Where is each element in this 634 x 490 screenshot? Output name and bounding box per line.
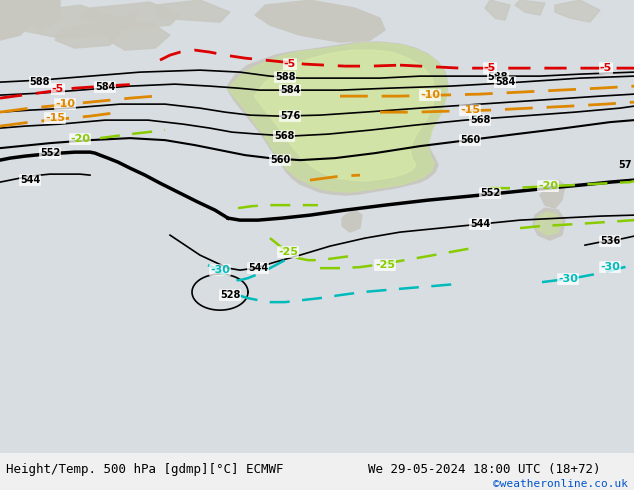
Text: Height/Temp. 500 hPa [gdmp][°C] ECMWF: Height/Temp. 500 hPa [gdmp][°C] ECMWF: [6, 463, 284, 476]
Text: -20: -20: [70, 134, 90, 144]
Text: -25: -25: [375, 260, 395, 270]
Polygon shape: [228, 42, 448, 195]
Text: -10: -10: [55, 99, 75, 109]
Text: -10: -10: [420, 90, 440, 100]
Text: 584: 584: [280, 85, 300, 95]
Text: -5: -5: [484, 63, 496, 73]
Text: -25: -25: [278, 247, 298, 257]
Text: We 29-05-2024 18:00 UTC (18+72): We 29-05-2024 18:00 UTC (18+72): [368, 463, 600, 476]
Text: 584: 584: [95, 82, 115, 92]
Polygon shape: [515, 0, 545, 15]
Polygon shape: [108, 22, 170, 50]
Text: 544: 544: [470, 219, 490, 229]
Text: 588: 588: [488, 72, 508, 82]
Text: -20: -20: [538, 181, 558, 191]
Polygon shape: [155, 0, 230, 22]
Polygon shape: [342, 210, 362, 232]
Text: -30: -30: [210, 265, 230, 275]
Polygon shape: [0, 0, 60, 40]
Text: 528: 528: [220, 290, 240, 300]
Polygon shape: [0, 5, 140, 38]
Polygon shape: [228, 43, 447, 192]
Text: 57: 57: [618, 160, 631, 170]
Text: 544: 544: [20, 175, 40, 185]
Polygon shape: [540, 180, 565, 208]
Text: -30: -30: [600, 262, 620, 272]
Text: 544: 544: [248, 263, 268, 273]
Polygon shape: [485, 0, 510, 20]
Text: -5: -5: [600, 63, 612, 73]
Text: -15: -15: [45, 113, 65, 123]
Polygon shape: [255, 50, 436, 181]
Polygon shape: [255, 0, 385, 42]
Polygon shape: [533, 208, 565, 240]
Polygon shape: [555, 0, 600, 22]
Text: -5: -5: [284, 59, 296, 69]
Text: 584: 584: [495, 77, 515, 87]
Polygon shape: [535, 212, 562, 235]
Text: 588: 588: [275, 72, 295, 82]
Polygon shape: [55, 22, 120, 48]
Text: 560: 560: [460, 135, 480, 145]
Text: 560: 560: [270, 155, 290, 165]
Text: 536: 536: [600, 236, 620, 246]
Text: -30: -30: [558, 274, 578, 284]
Text: 568: 568: [274, 131, 294, 141]
Text: ©weatheronline.co.uk: ©weatheronline.co.uk: [493, 480, 628, 490]
Polygon shape: [0, 0, 634, 453]
Polygon shape: [80, 2, 180, 28]
Text: -15: -15: [460, 105, 480, 115]
Text: 568: 568: [470, 115, 490, 125]
Text: 588: 588: [30, 77, 50, 87]
Text: -5: -5: [52, 84, 64, 94]
Text: 552: 552: [480, 188, 500, 198]
Text: 576: 576: [280, 111, 300, 121]
Text: 552: 552: [40, 148, 60, 158]
